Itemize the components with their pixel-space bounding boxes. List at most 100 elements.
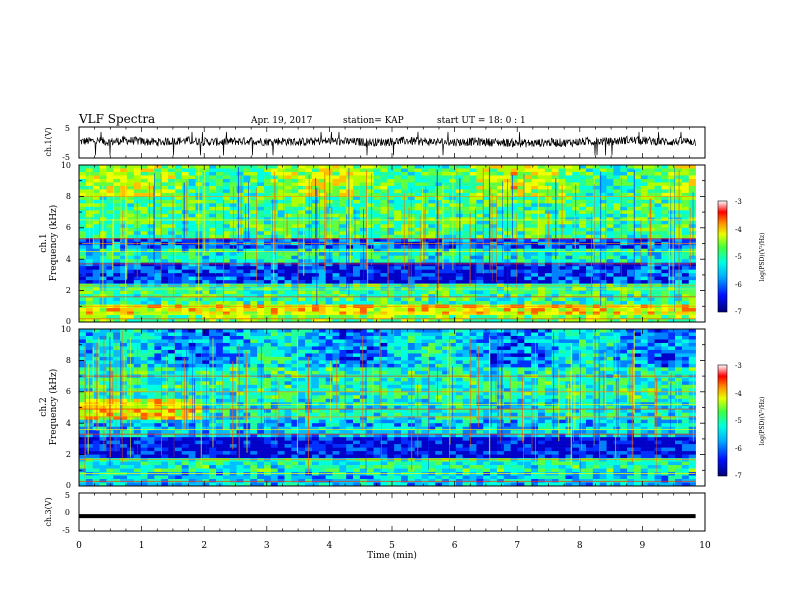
ch2-spec-cell bbox=[85, 332, 93, 337]
ch2-spec-cell bbox=[681, 335, 690, 340]
ch1-spec-cell bbox=[174, 206, 183, 211]
ch1-spec-cell bbox=[380, 206, 388, 211]
ch2-spec-cell bbox=[366, 346, 374, 351]
ch2-spec-cell bbox=[325, 353, 333, 358]
ch1-spec-cell bbox=[524, 269, 532, 274]
ch1-spec-cell bbox=[661, 203, 669, 208]
ch1-spec-cell bbox=[298, 217, 306, 222]
ch2-spec-cell bbox=[435, 353, 443, 358]
ch1-spec-cell bbox=[462, 206, 470, 211]
ch1-spec-cell bbox=[202, 318, 210, 323]
ch1-spec-cell bbox=[620, 171, 628, 176]
ch1-spec-cell bbox=[154, 301, 162, 305]
ch1-spec-cell bbox=[366, 273, 374, 277]
ch1-spec-cell bbox=[154, 280, 162, 284]
ch2-spec-cell bbox=[510, 346, 518, 351]
ch1-spec-cell bbox=[373, 290, 381, 295]
ch1-spec-cell bbox=[551, 269, 559, 274]
ch2-spec-cell bbox=[243, 346, 251, 351]
ch1-spec-cell bbox=[503, 178, 511, 183]
ch1-spec-cell bbox=[263, 231, 272, 236]
ch1-spec-cell bbox=[688, 165, 696, 169]
ch1-spec-cell bbox=[339, 210, 347, 215]
ch1-spec-cell bbox=[147, 213, 155, 218]
ch1-spec-cell bbox=[517, 269, 525, 274]
ch1-spec-cell bbox=[661, 308, 669, 312]
ch1-spec-cell bbox=[531, 311, 539, 316]
ch1-spec-cell bbox=[161, 231, 169, 236]
ch1-spec-cell bbox=[318, 311, 326, 316]
ch1-spec-cell bbox=[229, 269, 237, 274]
ch1-spec-cell bbox=[599, 234, 607, 239]
ch1-spec-cell bbox=[613, 318, 621, 323]
ch1-spec-cell bbox=[688, 301, 696, 305]
ch2-spec-cell bbox=[599, 329, 607, 333]
ch1-spec-cell bbox=[140, 203, 148, 208]
ch1-spec-cell bbox=[298, 185, 306, 190]
ch1-spec-cell bbox=[668, 182, 676, 187]
ch2-spec-cell bbox=[428, 329, 436, 333]
ch2-spec-cell bbox=[284, 342, 292, 347]
ch1-spec-cell bbox=[483, 318, 491, 323]
ch1-spec-cell bbox=[654, 262, 662, 267]
ch1-spec-cell bbox=[661, 224, 669, 229]
ch1-spec-cell bbox=[387, 217, 395, 222]
ch1-spec-cell bbox=[387, 213, 395, 218]
ch1-spec-cell bbox=[428, 301, 436, 305]
ch1-spec-cell bbox=[613, 227, 621, 232]
ch1-spec-cell bbox=[373, 220, 381, 225]
ch1-spec-cell bbox=[490, 175, 498, 180]
ch1-spec-cell bbox=[250, 175, 258, 180]
ch2-spec-cell bbox=[92, 349, 100, 354]
ch2-spec-cell bbox=[346, 335, 354, 340]
ch2-spec-cell bbox=[270, 332, 278, 337]
ch1-spec-cell bbox=[483, 210, 491, 215]
ch1-spec-cell bbox=[428, 182, 436, 187]
ch2-spec-cell bbox=[291, 349, 299, 354]
ch1-spec-cell bbox=[620, 318, 628, 323]
ch1-spec-cell bbox=[627, 290, 635, 295]
ch1-spec-cell bbox=[640, 196, 648, 201]
ch1-spec-cell bbox=[633, 227, 642, 232]
ch1-spec-cell bbox=[106, 206, 114, 211]
ch1-spec-cell bbox=[496, 210, 505, 215]
ch1-spec-cell bbox=[640, 231, 648, 236]
ch1-spec-cell bbox=[380, 248, 388, 253]
ch1-spec-cell bbox=[606, 301, 614, 305]
ch1-spec-cell bbox=[209, 262, 217, 267]
ch2-spec-cell bbox=[298, 342, 306, 347]
ch2-spec-cell bbox=[236, 356, 244, 361]
ch1-spec-cell bbox=[462, 224, 470, 229]
ch2-spec-cell bbox=[168, 349, 176, 354]
ch1-spec-cell bbox=[257, 165, 265, 169]
ch1-spec-cell bbox=[606, 276, 614, 281]
ch1-spec-cell bbox=[455, 276, 463, 281]
ch1-spec-cell bbox=[366, 234, 374, 239]
ch1-spec-cell bbox=[599, 294, 607, 298]
ch1-spec-cell bbox=[85, 248, 93, 253]
ch1-spec-cell bbox=[565, 224, 573, 229]
ch1-spec-cell bbox=[585, 315, 594, 319]
ch1-spec-cell bbox=[483, 224, 491, 229]
ch1-spec-cell bbox=[332, 231, 340, 236]
ch2-spec-cell bbox=[455, 332, 463, 337]
ch1-spec-cell bbox=[174, 276, 183, 281]
ch1-spec-cell bbox=[613, 311, 621, 316]
ch1-spec-cell bbox=[490, 259, 498, 263]
ch2-spec-cell bbox=[147, 332, 155, 337]
ch1-spec-cell bbox=[106, 273, 114, 277]
ch1-spec-cell bbox=[380, 290, 388, 295]
ch1-spec-cell bbox=[229, 280, 237, 284]
ch1-spec-cell bbox=[469, 189, 477, 194]
ch1-spec-cell bbox=[531, 259, 539, 263]
ch1-spec-cell bbox=[421, 238, 429, 243]
ch1-spec-cell bbox=[414, 168, 422, 173]
ch1-spec-cell bbox=[394, 231, 402, 236]
ch2-spec-cell bbox=[332, 346, 340, 351]
ch1-spec-cell bbox=[490, 266, 498, 270]
ch1-spec-cell bbox=[640, 189, 648, 194]
ch2-spec-cell bbox=[229, 353, 237, 358]
ch1-spec-cell bbox=[243, 224, 251, 229]
ch1-spec-cell bbox=[681, 206, 690, 211]
ch1-spec-cell bbox=[366, 231, 374, 236]
